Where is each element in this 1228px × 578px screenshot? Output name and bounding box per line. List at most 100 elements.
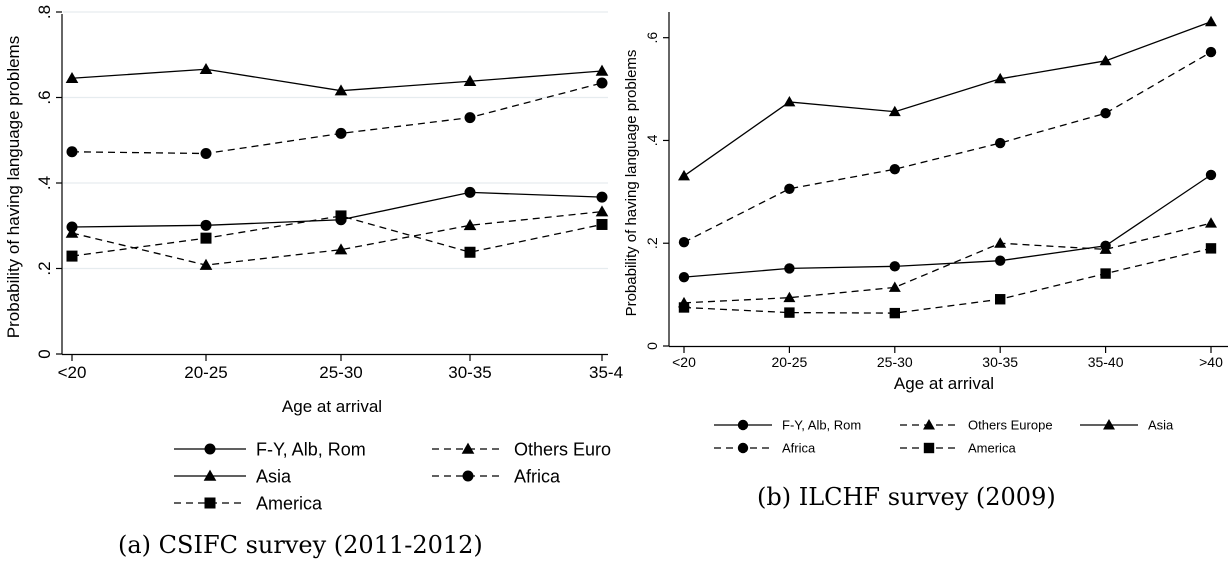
chart-a-series-3-point-0 xyxy=(66,146,78,158)
chart-a-x-tick-label-0: <20 xyxy=(58,363,87,382)
chart-b-xlabel: Age at arrival xyxy=(894,374,994,393)
chart-a-legend-marker-2 xyxy=(203,469,217,481)
chart-b-series-0-point-5 xyxy=(1205,169,1217,181)
chart-b-x-tick-label-3: 30-35 xyxy=(982,354,1018,370)
chart-b-series-4-point-4 xyxy=(1100,268,1111,279)
chart-b-series-1-point-5 xyxy=(1205,217,1217,228)
chart-a-legend-label-1: Others Euro xyxy=(514,439,611,459)
chart-a-xlabel: Age at arrival xyxy=(282,397,382,416)
chart-a-x-tick-label-4: 35-4 xyxy=(589,363,623,382)
chart-a-legend-label-0: F-Y, Alb, Rom xyxy=(256,439,366,459)
chart-a-series-1-point-0 xyxy=(65,226,79,238)
chart-a-y-tick-label-3: .6 xyxy=(35,90,54,104)
chart-a-series-4-point-1 xyxy=(200,232,212,244)
chart-a-series-3-point-3 xyxy=(464,112,476,124)
chart-a-legend-marker-4 xyxy=(204,497,216,509)
chart-b-x-tick-label-1: 20-25 xyxy=(771,354,807,370)
chart-b-series-1-point-3 xyxy=(994,237,1007,248)
chart-b-series-3-point-1 xyxy=(784,183,795,194)
chart-b-x-tick-label-4: 35-40 xyxy=(1088,354,1124,370)
chart-b-series-0-point-0 xyxy=(678,271,690,283)
chart-b-legend-marker-1 xyxy=(923,419,935,430)
chart-b-series-line-0 xyxy=(683,174,1212,278)
chart-b-legend-label-3: Africa xyxy=(782,441,816,456)
chart-a-series-2-point-4 xyxy=(595,64,609,76)
chart-b-series-2-point-4 xyxy=(1099,54,1112,66)
chart-b-series-2-point-0 xyxy=(678,169,690,181)
chart-b-y-tick-label-0: 0 xyxy=(644,342,660,350)
chart-b-series-2-point-3 xyxy=(994,72,1007,84)
chart-b-series-3-point-2 xyxy=(889,164,900,175)
chart-a-series-1-point-1 xyxy=(199,258,213,270)
chart-a-x-tick-label-3: 30-35 xyxy=(448,363,491,382)
chart-b-series-1-point-2 xyxy=(888,281,901,292)
chart-b-ylabel: Probability of having language problems xyxy=(623,50,640,317)
chart-b-legend-label-0: F-Y, Alb, Rom xyxy=(782,418,861,433)
chart-b-series-line-2 xyxy=(683,21,1212,177)
chart-a-caption: (a) CSIFC survey (2011-2012) xyxy=(118,531,483,559)
chart-b-legend-marker-0 xyxy=(737,419,749,431)
chart-a-x-tick-label-2: 25-30 xyxy=(319,363,362,382)
chart-a-series-2-point-3 xyxy=(463,74,477,86)
chart-a-y-tick-label-2: .4 xyxy=(35,176,54,190)
chart-a-series-4-point-4 xyxy=(596,218,608,230)
chart-a-series-line-4 xyxy=(71,215,603,257)
chart-a-series-0-point-4 xyxy=(596,191,608,203)
chart-a-y-tick-label-1: .2 xyxy=(35,261,54,275)
chart-b-series-1-point-4 xyxy=(1099,243,1112,254)
chart-a-series-line-1 xyxy=(71,210,603,266)
chart-a-ylabel: Probability of having language problems xyxy=(4,36,23,338)
chart-a-series-3-point-1 xyxy=(200,148,212,160)
chart-a-series-4-point-3 xyxy=(464,246,476,258)
chart-a-legend-marker-0 xyxy=(204,443,216,455)
chart-b-legend-label-1: Others Europe xyxy=(968,418,1053,433)
chart-b-x-tick-label-5: >40 xyxy=(1199,354,1223,370)
chart-b-y-tick-label-1: .2 xyxy=(644,237,660,249)
chart-a-series-0-point-1 xyxy=(200,219,212,231)
chart-b-series-2-point-5 xyxy=(1205,15,1217,27)
chart-b-y-tick-label-2: .4 xyxy=(644,134,660,146)
chart-b-series-line-3 xyxy=(683,51,1212,243)
chart-b-series-2-point-1 xyxy=(783,95,796,107)
chart-a-series-2-point-2 xyxy=(334,84,348,96)
chart-a-series-1-point-4 xyxy=(595,205,609,217)
chart-b-series-1-point-1 xyxy=(783,291,796,303)
chart-a-legend-label-3: Africa xyxy=(514,466,561,486)
chart-b-series-0-point-3 xyxy=(995,255,1006,266)
chart-b-legend-label-4: America xyxy=(968,441,1016,456)
chart-b-series-line-1 xyxy=(683,222,1212,304)
chart-a-series-0-point-3 xyxy=(464,186,476,198)
chart-b-legend-marker-3 xyxy=(737,442,749,454)
chart-a-x-tick-label-1: 20-25 xyxy=(184,363,227,382)
chart-a-legend-marker-1 xyxy=(461,442,475,454)
chart-a-y-tick-label-4: .8 xyxy=(35,5,54,19)
chart-b-caption: (b) ILCHF survey (2009) xyxy=(757,483,1056,511)
chart-b-legend-label-2: Asia xyxy=(1148,418,1174,433)
chart-a-legend-label-4: America xyxy=(256,493,323,513)
chart-b-series-3-point-0 xyxy=(678,237,690,248)
chart-a-series-1-point-2 xyxy=(334,243,348,255)
chart-b-x-tick-label-2: 25-30 xyxy=(877,354,913,370)
chart-a-series-4-point-0 xyxy=(66,250,78,262)
chart-b-x-tick-label-0: <20 xyxy=(672,354,696,370)
chart-a-series-2-point-0 xyxy=(65,71,79,84)
chart-b-legend-marker-2 xyxy=(1103,419,1115,430)
chart-a-y-tick-label-0: 0 xyxy=(35,349,54,358)
chart-b-legend-marker-4 xyxy=(923,442,935,454)
chart-b-series-4-point-2 xyxy=(889,307,900,319)
chart-b-series-line-4 xyxy=(683,247,1212,314)
chart-a-series-2-point-1 xyxy=(199,62,213,75)
chart-a-series-4-point-2 xyxy=(335,210,347,222)
chart-a-series-3-point-4 xyxy=(596,77,608,89)
chart-a-legend-marker-3 xyxy=(462,470,474,482)
chart-b-y-tick-label-3: .6 xyxy=(644,32,660,44)
chart-b-series-2-point-2 xyxy=(888,105,901,117)
chart-b-series-4-point-5 xyxy=(1205,243,1217,254)
chart-a-legend-label-2: Asia xyxy=(256,466,292,486)
chart-b-series-4-point-0 xyxy=(678,302,690,313)
chart-b-series-4-point-1 xyxy=(784,307,795,318)
chart-a-series-3-point-2 xyxy=(335,127,347,139)
chart-b-series-0-point-2 xyxy=(889,261,900,272)
chart-b-series-4-point-3 xyxy=(995,294,1006,305)
